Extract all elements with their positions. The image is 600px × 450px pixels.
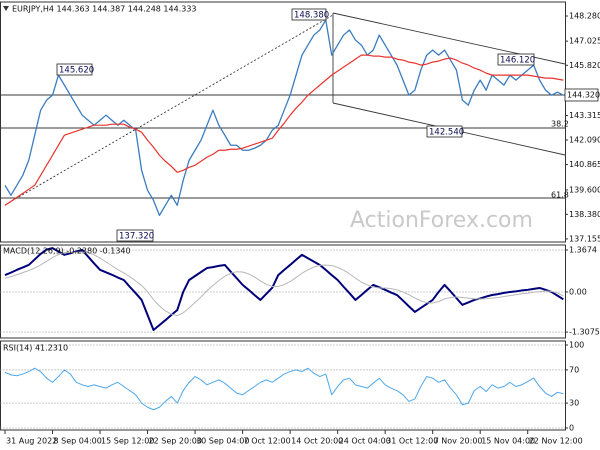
y-tick-label: 140.865: [569, 160, 600, 169]
y-tick-label: -1.3075: [569, 328, 600, 337]
y-tick-label: 1.3674: [569, 245, 597, 254]
annotation: 148.380: [291, 8, 329, 21]
annotation: 137.320: [116, 229, 154, 242]
y-tick-label: 139.600: [569, 185, 600, 194]
x-tick-label: 15 Sep 12:00: [101, 437, 154, 446]
fib-label: 38.2: [551, 120, 569, 129]
x-tick-label: 15 Nov 04:00: [481, 437, 535, 446]
x-tick-label: 30 Sep 04:00: [196, 437, 249, 446]
x-tick-label: 7 Nov 20:00: [434, 437, 483, 446]
series-line: [4, 19, 564, 217]
annotation-text: 144.320: [567, 91, 600, 100]
y-tick-label: 30: [569, 399, 579, 408]
y-tick-label: 0.00: [569, 287, 587, 296]
annotation-text: 137.320: [119, 232, 154, 242]
macd-title: MACD(12,26,9) -0.2380 -0.1340: [3, 247, 131, 256]
label-box: [116, 229, 154, 242]
x-tick-label: 14 Oct 20:00: [291, 437, 343, 446]
marks: 148.280 147.025 145.820 143.315 142.090 140.8…: [0, 12, 600, 446]
annotation: 146.120: [497, 53, 535, 66]
y-tick-label: 143.315: [569, 111, 600, 120]
series-line: [4, 251, 564, 317]
y-tick-label: 142.090: [569, 136, 600, 145]
current-price: 144.320: [564, 88, 600, 102]
trend-line: [4, 14, 334, 206]
fib-label: 61.8: [551, 191, 569, 200]
y-tick-label: 0: [569, 424, 574, 433]
y-tick-label: 100: [569, 341, 584, 350]
annotation-text: 145.620: [59, 66, 94, 76]
x-tick-label: 24 Oct 04:00: [339, 437, 391, 446]
label-box: [426, 125, 463, 138]
y-tick-label: 147.025: [569, 37, 600, 46]
price-box: [564, 88, 599, 102]
y-tick-label: 145.820: [569, 61, 600, 70]
x-tick-label: 8 Sep 04:00: [54, 437, 102, 446]
x-tick-label: 22 Nov 12:00: [529, 437, 583, 446]
annotation: 142.540: [426, 125, 464, 138]
annotation: 145.620: [56, 63, 94, 76]
rsi-title: RSI(14) 41.2310: [3, 344, 68, 353]
annotation-text: 142.540: [429, 128, 464, 138]
label-box: [291, 8, 327, 21]
x-tick-label: 31 Oct 12:00: [386, 437, 438, 446]
rsi-panel-frame: [0, 340, 566, 431]
y-tick-label: 137.155: [569, 234, 600, 243]
price-panel-frame: [0, 1, 566, 243]
label-box: [497, 53, 535, 66]
series-line: [4, 367, 564, 411]
y-tick-label: 148.280: [569, 12, 600, 21]
watermark: ActionForex.com: [350, 208, 533, 233]
y-tick-label: 70: [569, 365, 579, 374]
annotation-text: 146.120: [500, 56, 535, 66]
series-line: [4, 54, 564, 206]
label-box: [56, 63, 93, 76]
annotation-text: 148.380: [294, 11, 329, 21]
title-icon: [3, 6, 9, 11]
x-tick-label: 31 Aug 2022: [6, 437, 57, 446]
x-tick-label: 22 Sep 20:00: [149, 437, 202, 446]
chart-title: EURJPY,H4 144.363 144.387 144.248 144.33…: [12, 5, 197, 14]
y-tick-label: 138.380: [569, 210, 600, 219]
series-line: [4, 247, 564, 332]
x-tick-label: 7 Oct 12:00: [244, 437, 291, 446]
